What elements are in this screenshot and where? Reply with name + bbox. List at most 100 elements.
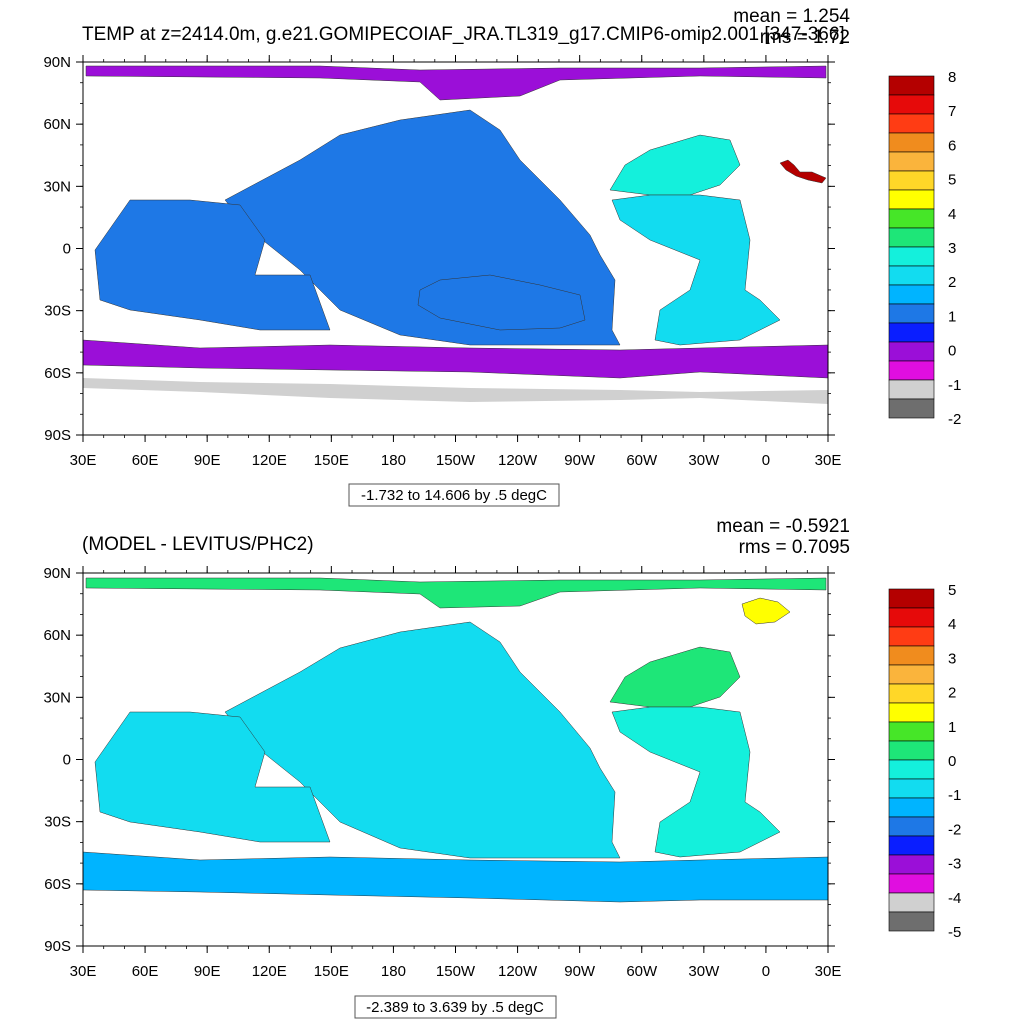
colorbar-label: 8: [948, 69, 956, 86]
colorbar-swatch: [888, 170, 935, 191]
south-atlantic-region: [611, 706, 781, 858]
colorbar-swatch: [888, 265, 935, 286]
x-tick-label: 0: [762, 963, 770, 980]
colorbar-swatch: [888, 759, 935, 780]
mediterranean-region: [779, 159, 827, 184]
colorbar-swatch: [888, 379, 935, 400]
panel-1-axes: 30E 60E 90E 120E 150E 180 150W 120W 90W 60W 30W 0 30…: [43, 54, 841, 469]
arctic-region: [85, 577, 827, 609]
panel-2-caption-box: [354, 995, 557, 1019]
panel-1-caption: -1.732 to 14.606 by .5 degC: [348, 483, 560, 507]
panel-2-caption-text: -2.389 to 3.639 by .5 degC: [366, 999, 544, 1016]
colorbar-swatch: [888, 778, 935, 799]
y-tick-label: 0: [63, 241, 71, 258]
colorbar-label: 0: [948, 753, 956, 770]
x-tick-label: 60W: [626, 452, 658, 469]
colorbar-swatch: [888, 854, 935, 875]
y-tick-label: 30S: [44, 814, 71, 831]
x-tick-label: 120E: [252, 963, 287, 980]
panel-2: (MODEL - LEVITUS/PHC2) mean = -0.5921 rm…: [43, 516, 961, 1019]
colorbar-swatch: [888, 284, 935, 305]
x-tick-label: 30E: [815, 963, 842, 980]
x-tick-label: 120W: [498, 963, 538, 980]
x-tick-label: 60E: [132, 963, 159, 980]
colorbar-swatch: [888, 911, 935, 932]
indian-region: [94, 199, 331, 331]
arctic-region: [85, 65, 827, 101]
x-tick-label: 90W: [564, 452, 596, 469]
colorbar-swatch: [888, 94, 935, 115]
x-tick-label: 30W: [688, 452, 720, 469]
colorbar-label: 5: [948, 582, 956, 599]
colorbar-swatch: [888, 360, 935, 381]
x-tick-label: 0: [762, 452, 770, 469]
colorbar-label: 2: [948, 685, 956, 702]
x-tick-label: 30W: [688, 963, 720, 980]
colorbar-swatch: [888, 626, 935, 647]
x-tick-label: 30E: [70, 452, 97, 469]
colorbar-label: -2: [948, 821, 961, 838]
y-tick-label: 30S: [44, 303, 71, 320]
x-tick-label: 180: [381, 452, 406, 469]
x-tick-label: 90W: [564, 963, 596, 980]
colorbar-swatch: [888, 113, 935, 134]
y-tick-label: 60N: [43, 627, 71, 644]
panel-2-title: (MODEL - LEVITUS/PHC2): [82, 534, 314, 555]
colorbar-label: -3: [948, 856, 961, 873]
y-tick-label: 30N: [43, 689, 71, 706]
colorbar-swatch: [888, 702, 935, 723]
colorbar-label: 7: [948, 103, 956, 120]
panel-2-rms: rms = 0.7095: [739, 537, 850, 558]
colorbar-swatch: [888, 189, 935, 210]
colorbar-label: -1: [948, 377, 961, 394]
colorbar-swatch: [888, 75, 935, 96]
colorbar-swatch: [888, 740, 935, 761]
colorbar-swatch: [888, 683, 935, 704]
colorbar-swatch: [888, 721, 935, 742]
south-atlantic-region: [611, 194, 781, 346]
y-tick-label: 60N: [43, 116, 71, 133]
y-tick-label: 90N: [43, 54, 71, 71]
panel-1-mean: mean = 1.254: [733, 6, 850, 27]
panel-1-map: [82, 61, 829, 436]
colorbar-swatch: [888, 227, 935, 248]
colorbar-label: -5: [948, 924, 961, 941]
indian-region: [94, 711, 331, 843]
colorbar-swatch: [888, 132, 935, 153]
y-tick-label: 60S: [44, 365, 71, 382]
panel-1-rms: rms = 1.72: [760, 27, 850, 48]
y-tick-label: 90N: [43, 565, 71, 582]
pacific-pool: [417, 274, 586, 331]
colorbar-swatch: [888, 588, 935, 609]
colorbar-label: -4: [948, 890, 961, 907]
panel-1-caption-box: [348, 483, 560, 507]
colorbar-swatch: [888, 341, 935, 362]
x-tick-label: 150W: [436, 963, 476, 980]
colorbar-swatch: [888, 303, 935, 324]
colorbar-label: 6: [948, 137, 956, 154]
antarctica-land: [83, 378, 828, 404]
x-tick-label: 90E: [194, 963, 221, 980]
colorbar-swatch: [888, 816, 935, 837]
panel-2-caption: -2.389 to 3.639 by .5 degC: [354, 995, 557, 1019]
panel-2-axes: 30E 60E 90E 120E 150E 180 150W 120W 90W 60W 30W 0 30…: [43, 565, 841, 980]
x-tick-label: 30E: [815, 452, 842, 469]
colorbar-swatch: [888, 797, 935, 818]
panel-2-colorbar: 5 4 3 2 1 0 -1 -2 -3 -4 -5: [888, 582, 961, 941]
colorbar-label: -1: [948, 787, 961, 804]
x-tick-label: 60W: [626, 963, 658, 980]
colorbar-swatch: [888, 664, 935, 685]
colorbar-label: 3: [948, 240, 956, 257]
colorbar-swatch: [888, 645, 935, 666]
y-tick-label: 90S: [44, 427, 71, 444]
x-tick-label: 120W: [498, 452, 538, 469]
x-tick-label: 90E: [194, 452, 221, 469]
colorbar-label: 1: [948, 308, 956, 325]
x-tick-label: 150W: [436, 452, 476, 469]
y-tick-label: 30N: [43, 178, 71, 195]
panel-2-map: [82, 572, 829, 947]
colorbar-swatch: [888, 208, 935, 229]
x-tick-label: 60E: [132, 452, 159, 469]
colorbar-swatch: [888, 892, 935, 913]
